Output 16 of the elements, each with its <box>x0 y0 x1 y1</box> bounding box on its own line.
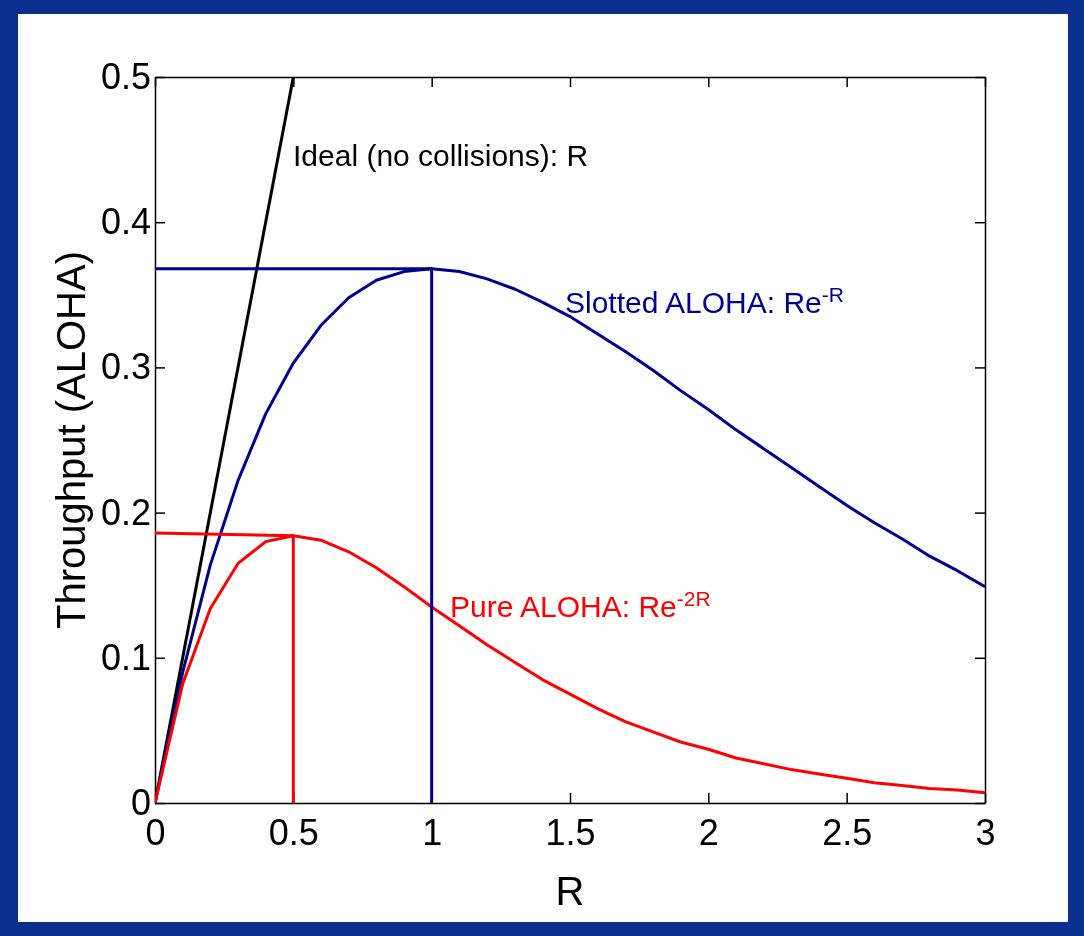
y-tick-label: 0.1 <box>100 636 151 678</box>
annotation: Slotted ALOHA: Re$^{-R}$ <box>565 282 844 319</box>
x-tick-label: 1 <box>422 811 443 853</box>
y-tick-label: 0.4 <box>100 201 151 243</box>
x-tick-label: 0.5 <box>268 811 319 853</box>
annotation: Pure ALOHA: Re$^{-2R}$ <box>450 586 711 623</box>
y-tick-label: 0.2 <box>100 491 151 533</box>
y-tick-label: 0.5 <box>100 56 151 98</box>
x-tick-label: 1.5 <box>545 811 596 853</box>
x-axis-title: R <box>555 869 585 913</box>
x-tick-label: 3 <box>975 811 996 853</box>
annotation: Ideal (no collisions): R <box>293 139 589 172</box>
y-axis-title: Throughput (ALOHA) <box>49 251 93 629</box>
x-tick-label: 2.5 <box>822 811 873 853</box>
x-tick-label: 2 <box>698 811 719 853</box>
y-tick-label: 0.3 <box>100 346 151 388</box>
